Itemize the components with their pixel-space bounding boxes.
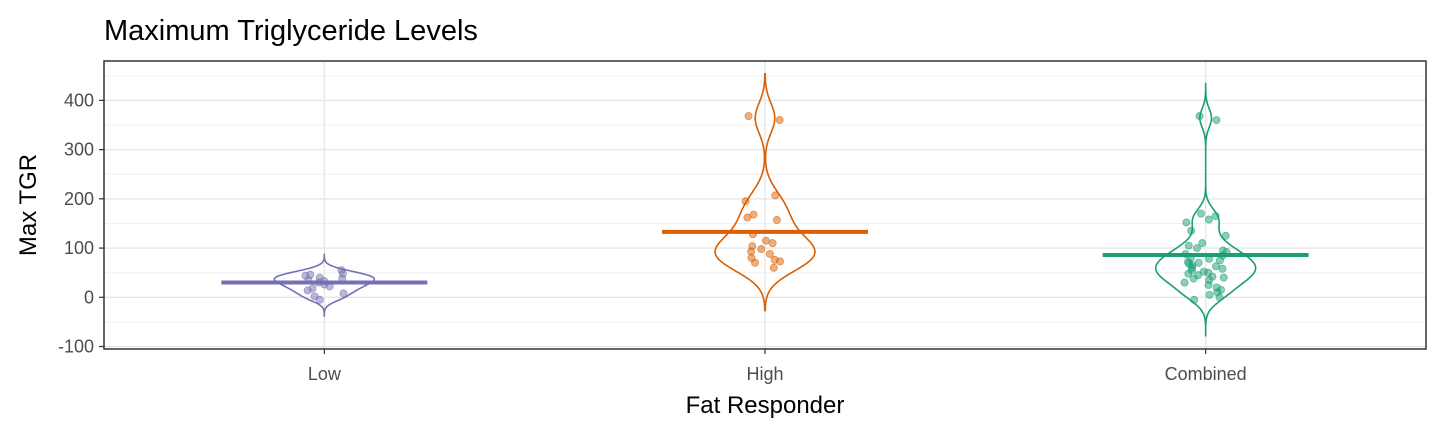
y-tick-label: 100 — [64, 238, 94, 258]
data-points — [301, 112, 1231, 304]
data-point — [1211, 212, 1220, 221]
data-point — [1204, 215, 1213, 224]
data-point — [1184, 269, 1193, 278]
y-axis-title: Max TGR — [15, 154, 42, 256]
data-point — [771, 191, 780, 200]
data-point — [751, 258, 760, 267]
data-point — [744, 112, 753, 121]
y-tick-label: 200 — [64, 189, 94, 209]
data-point — [1189, 274, 1198, 283]
data-point — [775, 116, 784, 125]
data-point — [776, 257, 785, 266]
x-axis-title: Fat Responder — [686, 392, 845, 419]
data-point — [772, 216, 781, 225]
data-point — [1190, 295, 1199, 304]
data-point — [1205, 290, 1214, 299]
data-point — [339, 289, 348, 298]
x-tick-label: Low — [308, 364, 342, 384]
x-tick-label: Combined — [1165, 364, 1247, 384]
data-point — [1195, 112, 1204, 121]
data-point — [1219, 273, 1228, 282]
violin-low — [273, 253, 376, 317]
data-point — [769, 263, 778, 272]
data-point — [1215, 293, 1224, 302]
data-point — [768, 239, 777, 248]
data-point — [761, 236, 770, 245]
data-point — [303, 286, 312, 295]
data-point — [1184, 241, 1193, 250]
y-tick-label: 300 — [64, 140, 94, 160]
data-point — [1218, 264, 1227, 273]
data-point — [1212, 116, 1221, 125]
y-axis-ticks: -100 0 100 200 300 400 — [58, 90, 104, 357]
x-tick-label: High — [746, 364, 783, 384]
data-point — [1198, 239, 1207, 248]
data-point — [306, 270, 315, 279]
data-point — [765, 249, 774, 258]
y-tick-label: 0 — [84, 287, 94, 307]
y-tick-label: 400 — [64, 90, 94, 110]
mean-lines — [221, 229, 1309, 285]
data-point — [757, 245, 766, 254]
data-point — [743, 213, 752, 222]
data-point — [741, 197, 750, 206]
data-point — [1204, 280, 1213, 289]
data-point — [310, 292, 319, 301]
data-point — [1196, 209, 1205, 218]
data-point — [1193, 244, 1202, 253]
y-tick-label: -100 — [58, 337, 94, 357]
data-point — [1180, 278, 1189, 287]
data-point — [1221, 231, 1230, 240]
data-point — [1182, 218, 1191, 227]
x-axis-ticks: Low High Combined — [308, 349, 1247, 384]
chart-title: Maximum Triglyceride Levels — [104, 15, 478, 47]
data-point — [1187, 226, 1196, 235]
